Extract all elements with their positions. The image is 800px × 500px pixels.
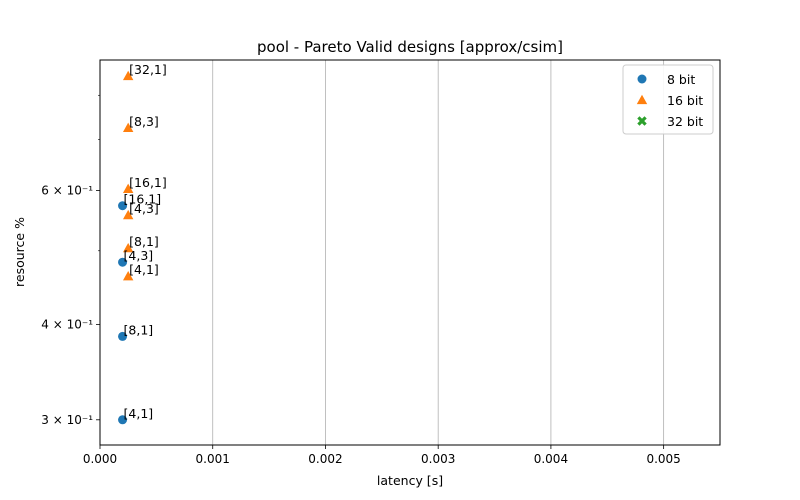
- data-point: [118, 201, 128, 211]
- data-point: [122, 122, 134, 133]
- legend: 8 bit 16 bit 32 bit: [622, 64, 714, 135]
- data-point: [122, 70, 134, 81]
- chart-title: pool - Pareto Valid designs [approx/csim…: [257, 38, 563, 56]
- data-point: [122, 209, 134, 220]
- data-points: [118, 70, 134, 425]
- point-label: [16,1]: [129, 175, 167, 190]
- data-point: [122, 242, 134, 253]
- x-tick-label: 0.002: [308, 452, 342, 466]
- x-tick-label: 0.001: [196, 452, 230, 466]
- x-tick-label: 0.000: [83, 452, 117, 466]
- x-tick-label: 0.005: [646, 452, 680, 466]
- legend-marker-triangle: [636, 94, 648, 105]
- x-tick-label: 0.003: [421, 452, 455, 466]
- y-tick-label: 4 × 10⁻¹: [41, 318, 93, 332]
- legend-marker-x: [637, 116, 647, 126]
- point-labels: [16,1][4,3][8,1][4,1][32,1][8,3][16,1][4…: [124, 62, 167, 421]
- y-axis-label: resource %: [12, 217, 27, 287]
- data-point: [122, 183, 134, 193]
- legend-label: 8 bit: [667, 72, 695, 87]
- legend-marker-circle: [637, 74, 647, 84]
- point-label: [8,1]: [129, 234, 159, 249]
- x-tick-label: 0.004: [534, 452, 568, 466]
- point-label: [4,3]: [124, 248, 154, 263]
- x-axis-ticks: 0.000 0.001 0.002 0.003 0.004 0.005: [83, 445, 681, 466]
- grid-lines: [212, 60, 665, 445]
- legend-box: [622, 64, 714, 135]
- plot-area: [99, 59, 721, 446]
- data-point: [122, 271, 134, 281]
- point-label: [32,1]: [129, 62, 167, 77]
- y-tick-label: 6 × 10⁻¹: [41, 183, 93, 197]
- y-axis-ticks: 3 × 10⁻¹ 4 × 10⁻¹ 6 × 10⁻¹: [41, 94, 100, 427]
- data-point: [118, 415, 128, 425]
- point-label: [16,1]: [124, 192, 162, 207]
- point-label: [8,1]: [124, 322, 154, 337]
- x-axis-label: latency [s]: [377, 473, 443, 488]
- point-label: [4,3]: [129, 201, 159, 216]
- point-label: [4,1]: [129, 262, 159, 277]
- y-tick-label: 3 × 10⁻¹: [41, 413, 93, 427]
- legend-label: 32 bit: [667, 114, 703, 129]
- data-point: [118, 331, 128, 341]
- data-point: [118, 257, 128, 267]
- point-label: [4,1]: [124, 406, 154, 421]
- legend-label: 16 bit: [667, 93, 703, 108]
- point-label: [8,3]: [129, 114, 159, 129]
